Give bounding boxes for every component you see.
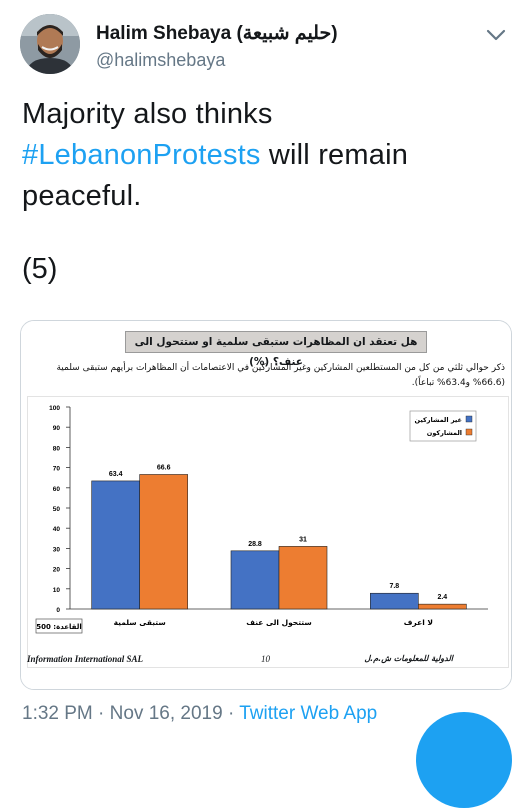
tweet-source-app[interactable]: Twitter Web App [239,703,378,724]
bar-value-label: 66.6 [157,464,171,471]
y-tick-label: 80 [53,445,61,452]
y-tick-label: 50 [53,506,61,513]
y-tick-label: 60 [53,486,61,493]
tweet-text-line2: will remain [260,139,409,171]
compose-fab-icon[interactable] [416,712,512,808]
x-category-label: لا اعرف [404,618,433,627]
y-tick-label: 20 [53,567,61,574]
survey-slide: هل تعتقد ان المظاهرات ستبقى سلمية او ستت… [21,321,511,689]
y-tick-label: 90 [53,425,61,432]
legend-swatch [465,415,473,423]
slide-description: ذكر حوالي ثلثي من كل من المستطلعين المشا… [56,363,505,388]
legend-box [409,410,477,442]
chart-svg: 0 10 20 30 40 50 60 70 80 90 100 63.4 66.6 ستبقى سلمي… [35,405,488,634]
legend-label: المشاركون [427,429,462,437]
tweet-timestamp[interactable]: 1:32 PM · Nov 16, 2019 · [22,703,240,724]
y-tick-label: 30 [53,546,61,553]
x-category-label: ستبقى سلمية [114,618,166,627]
bar [139,474,188,610]
y-tick-label: 40 [53,526,61,533]
tweet-meta: 1:32 PM · Nov 16, 2019 · Twitter Web App [22,703,377,725]
base-label: القاعدة: 500 [36,623,82,631]
tweet-text-line3: peaceful. [22,180,142,212]
base-label-box [35,618,83,634]
bar-value-label: 2.4 [437,594,447,601]
author-name[interactable]: Halim Shebaya (حليم شبيعة) [96,23,338,44]
y-tick-label: 70 [53,466,61,473]
tweet-text-line1: Majority also thinks [22,98,273,130]
media-attachment[interactable]: هل تعتقد ان المظاهرات ستبقى سلمية او ستت… [20,320,512,690]
bar-value-label: 31 [299,536,307,543]
bar [418,603,467,610]
y-tick-label: 10 [53,587,61,594]
bar [91,480,140,610]
slide-page-number: 10 [261,654,270,664]
slide-footer-source: Information International SAL [27,654,144,664]
x-category-label: ستتحول الى عنف [246,618,311,627]
chevron-down-icon[interactable] [483,24,509,46]
bar-value-label: 7.8 [389,583,399,590]
bar [230,550,280,610]
y-tick-label: 100 [49,405,60,412]
tweet-number: (5) [22,253,58,285]
avatar[interactable] [20,14,80,74]
y-tick-label: 0 [56,607,60,614]
profile-photo [20,14,80,74]
bar-value-label: 63.4 [109,471,123,478]
author-handle[interactable]: @halimshebaya [96,50,226,70]
bar [370,592,419,610]
hashtag-link[interactable]: #LebanonProtests [22,139,261,171]
slide-question: هل تعتقد ان المظاهرات ستبقى سلمية او ستت… [125,331,427,368]
slide-footer-arabic: الدولية للمعلومات ش.م.ل [364,654,453,663]
bar-chart: 0 10 20 30 40 50 60 70 80 90 100 63.4 66.6 ستبقى سلمي… [27,396,509,668]
tweet-text: Majority also thinks #LebanonProtests wi… [22,94,512,217]
bar [278,546,328,610]
bar-value-label: 28.8 [248,541,262,548]
legend-swatch [465,428,473,436]
legend-label: غير المشاركين [414,416,462,424]
